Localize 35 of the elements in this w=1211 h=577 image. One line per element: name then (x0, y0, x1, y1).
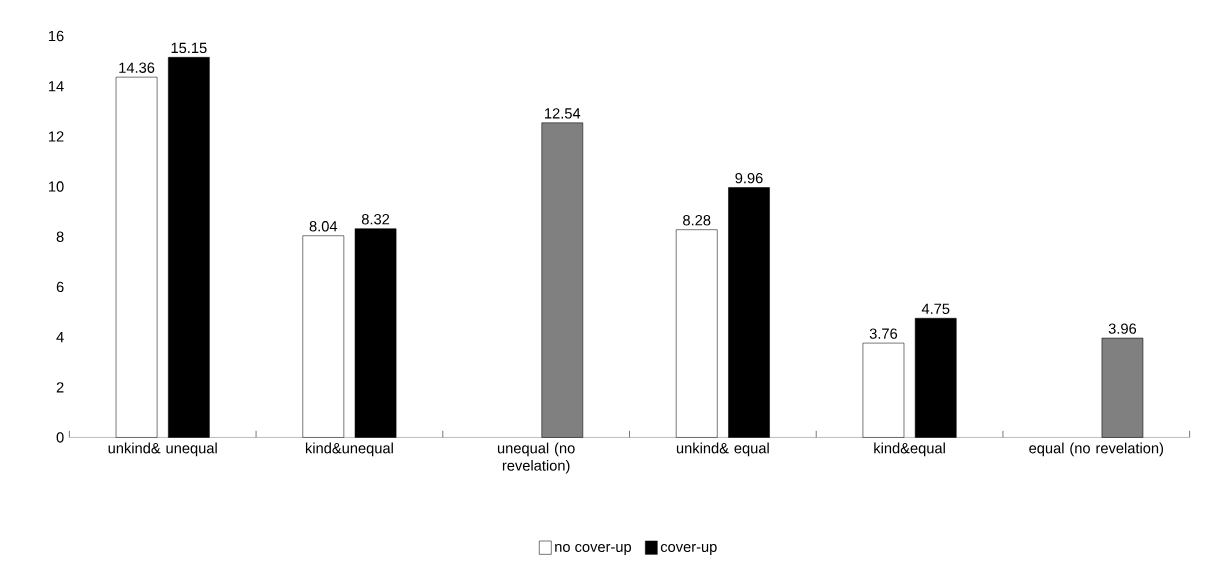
bar (115, 76, 158, 438)
data-label: 8.32 (361, 213, 390, 225)
bar (862, 342, 905, 438)
bar (914, 317, 957, 438)
data-label: 3.96 (1108, 323, 1137, 334)
x-tick-label: unkind& equal (676, 442, 769, 457)
x-tick-label: equal (no revelation) (1029, 442, 1164, 457)
bar (302, 235, 345, 438)
y-tick-label: 16 (48, 30, 64, 41)
legend-label: cover-up (660, 543, 717, 555)
y-tick-label: 0 (56, 432, 64, 443)
bar (728, 187, 770, 438)
data-label: 14.36 (119, 62, 155, 73)
y-tick-label: 12 (48, 131, 64, 142)
data-label: 3.76 (869, 328, 898, 339)
data-label: 4.75 (921, 303, 950, 314)
x-tick-label: unkind& unequal (108, 442, 217, 457)
y-tick-label: 6 (56, 281, 64, 292)
y-tick-label: 4 (56, 331, 64, 342)
y-tick-label: 2 (56, 381, 64, 393)
y-tick-label: 8 (56, 231, 64, 242)
y-tick-label: 10 (48, 181, 64, 192)
bar (168, 56, 210, 438)
bar (354, 228, 397, 438)
x-tick-label: kind&unequal (305, 442, 393, 457)
data-label: 8.28 (683, 214, 711, 226)
data-label: 15.15 (171, 42, 207, 53)
y-tick-label: 14 (48, 80, 64, 91)
x-tick-label: unequal (no revelation) (497, 442, 575, 474)
legend-label: no cover-up (555, 543, 632, 555)
x-tick-label: kind&equal (874, 442, 945, 457)
bar (675, 229, 718, 438)
data-label: 9.96 (735, 172, 763, 184)
data-label: 8.04 (309, 220, 338, 232)
data-label: 12.54 (545, 107, 581, 119)
